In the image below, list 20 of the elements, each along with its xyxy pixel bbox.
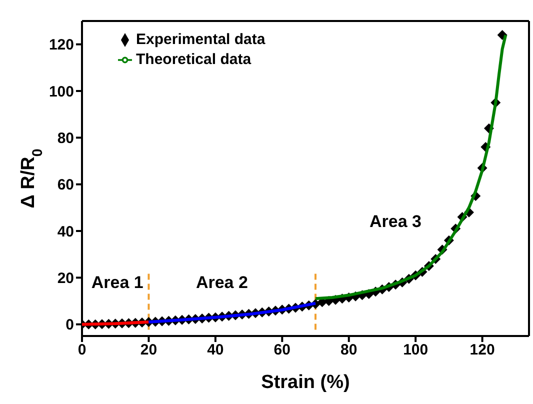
x-axis-title: Strain (%) [261, 372, 350, 393]
x-tick-label: 100 [403, 342, 428, 359]
x-tick-label: 80 [340, 342, 358, 359]
legend-label: Theoretical data [136, 51, 252, 68]
annotation: Area 2 [196, 272, 248, 293]
annotation: Area 3 [370, 212, 422, 232]
x-tick-label: 60 [274, 342, 290, 359]
y-tick-label: 20 [57, 270, 74, 287]
legend-label: Experimental data [136, 31, 266, 48]
y-tick-label: 80 [57, 130, 74, 147]
y-tick-label: 0 [66, 316, 74, 334]
x-tick-label: 20 [140, 342, 158, 359]
x-tick-label: 120 [470, 342, 495, 359]
x-tick-label: 0 [78, 342, 86, 359]
y-tick-label: 40 [57, 223, 74, 240]
annotation: Area 1 [91, 272, 144, 293]
y-tick-label: 60 [57, 176, 74, 194]
y-tick-label: 100 [48, 83, 74, 100]
y-tick-label: 120 [48, 36, 74, 54]
x-tick-label: 40 [207, 342, 224, 359]
